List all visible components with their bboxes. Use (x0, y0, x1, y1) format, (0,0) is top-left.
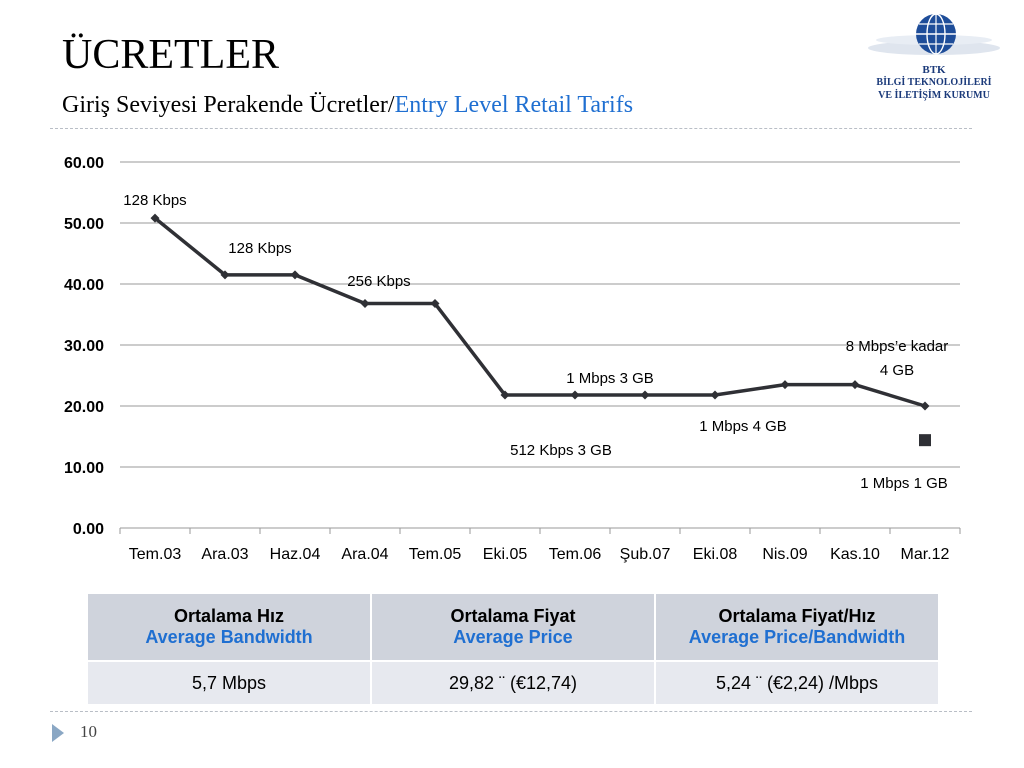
annotation-label: 1 Mbps 3 GB (566, 370, 654, 387)
globe-icon (868, 13, 1000, 55)
play-arrow-icon (52, 724, 64, 742)
x-tick-label: Nis.09 (762, 546, 807, 563)
data-point (500, 390, 510, 400)
logo-line-3: VE İLETİŞİM KURUMU (878, 90, 990, 101)
slide-title: ÜCRETLER (62, 32, 279, 78)
x-tick-label: Tem.03 (129, 546, 182, 563)
data-point (640, 390, 650, 400)
annotation-label: 1 Mbps 1 GB (860, 475, 948, 492)
y-tick-label: 60.00 (64, 155, 104, 172)
y-tick-label: 10.00 (64, 460, 104, 477)
y-tick-label: 50.00 (64, 216, 104, 233)
x-tick-label: Eki.08 (693, 546, 738, 563)
table-header-row: Ortalama Hız Average Bandwidth Ortalama F… (86, 592, 940, 662)
data-point (360, 299, 370, 309)
x-tick-label: Eki.05 (483, 546, 528, 563)
table-row: 5,7 Mbps 29,82 ¨ (€12,74) 5,24 ¨ (€2,24)… (86, 660, 940, 706)
data-point (150, 213, 160, 223)
x-tick-label: Kas.10 (830, 546, 880, 563)
annotation-label: 8 Mbps’e kadar (846, 338, 949, 355)
cell-avg-bandwidth: 5,7 Mbps (86, 660, 372, 706)
price-line-chart: 0.00 10.00 20.00 30.00 40.00 50.00 60.00 Tem.03… (64, 155, 961, 563)
annotation-label: 128 Kbps (123, 192, 186, 209)
y-tick-label: 20.00 (64, 399, 104, 416)
subtitle-turkish: Giriş Seviyesi Perakende Ücretler/ (62, 92, 395, 118)
data-point (920, 401, 930, 411)
page-number: 10 (80, 722, 97, 741)
x-tick-label: Ara.03 (201, 546, 248, 563)
series-line (153, 216, 926, 408)
data-point (290, 270, 300, 280)
subtitle-english: Entry Level Retail Tarifs (394, 92, 634, 118)
annotation-label: 4 GB (880, 362, 914, 379)
annotation-label: 1 Mbps 4 GB (699, 418, 787, 435)
header-avg-price: Ortalama Fiyat Average Price (370, 592, 656, 662)
y-tick-label: 30.00 (64, 338, 104, 355)
annotation-label: 256 Kbps (347, 273, 410, 290)
x-tick-label: Tem.06 (549, 546, 602, 563)
y-tick-label: 0.00 (73, 521, 104, 538)
header-divider (50, 128, 972, 129)
slide-subtitle: Giriş Seviyesi Perakende Ücretler/Entry … (62, 92, 633, 119)
data-point (220, 270, 230, 280)
x-tick-label: Haz.04 (270, 546, 321, 563)
logo-line-1: BTK (922, 64, 946, 76)
data-point (710, 390, 720, 400)
x-tick-label: Şub.07 (620, 546, 671, 563)
square-data-point (919, 434, 931, 447)
x-tick-label: Mar.12 (901, 546, 950, 563)
cell-avg-price: 29,82 ¨ (€12,74) (370, 660, 656, 706)
header-avg-bandwidth: Ortalama Hız Average Bandwidth (86, 592, 372, 662)
data-point (430, 299, 440, 309)
data-point (780, 380, 790, 390)
data-point (850, 380, 860, 390)
data-point (570, 390, 580, 400)
btk-logo: BTK BİLGİ TEKNOLOJİLERİ VE İLETİŞİM KURU… (864, 10, 1004, 102)
x-tick-label: Ara.04 (341, 546, 388, 563)
x-tick-label: Tem.05 (409, 546, 462, 563)
summary-table: Ortalama Hız Average Bandwidth Ortalama F… (86, 592, 940, 706)
annotation-label: 512 Kbps 3 GB (510, 442, 612, 459)
header-avg-price-per-bandwidth: Ortalama Fiyat/Hız Average Price/Bandwidt… (654, 592, 940, 662)
y-tick-label: 40.00 (64, 277, 104, 294)
annotation-label: 128 Kbps (228, 240, 291, 257)
cell-avg-price-per-bandwidth: 5,24 ¨ (€2,24) /Mbps (654, 660, 940, 706)
footer-divider (50, 711, 972, 712)
logo-line-2: BİLGİ TEKNOLOJİLERİ (876, 77, 992, 88)
